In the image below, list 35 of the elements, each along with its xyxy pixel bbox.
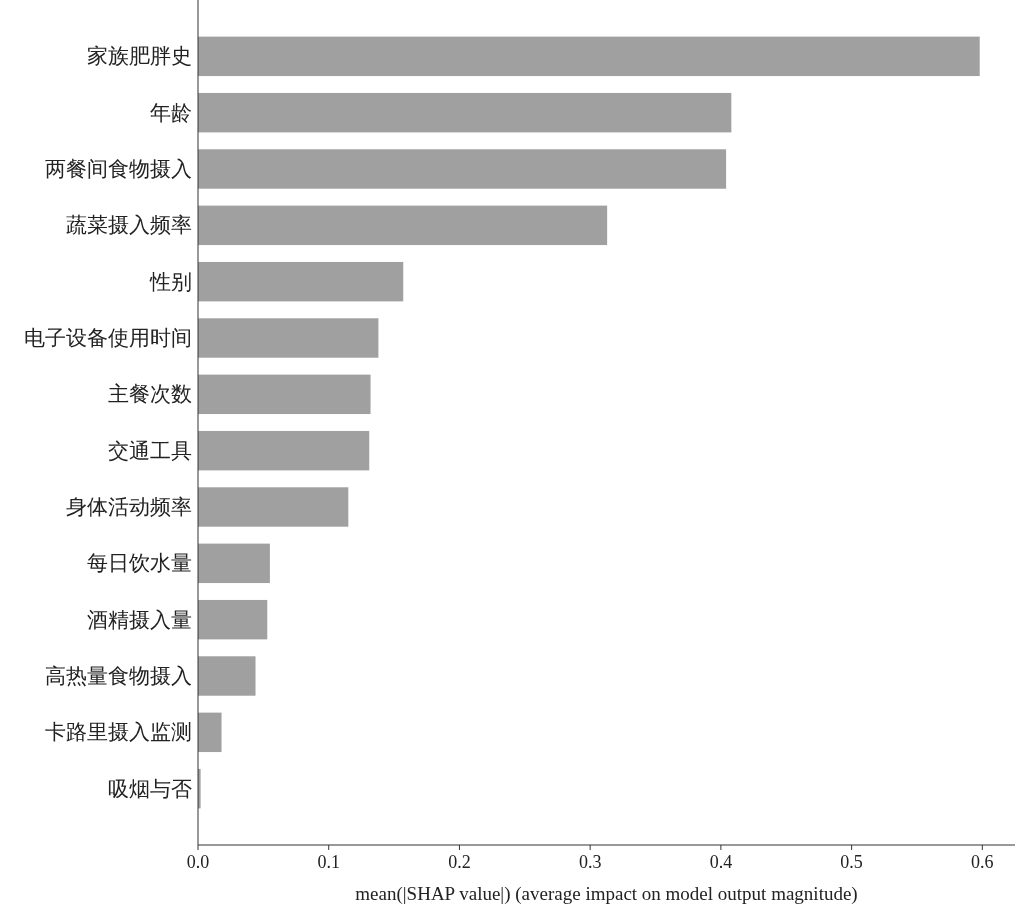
bar <box>198 149 727 189</box>
bar <box>198 487 349 527</box>
bar <box>198 712 222 753</box>
bar <box>198 92 732 133</box>
y-tick-label: 吸烟与否 <box>108 776 192 801</box>
y-tick-label: 电子设备使用时间 <box>24 326 192 350</box>
x-tick-label: 0.2 <box>448 852 471 872</box>
y-tick-label: 身体活动频率 <box>66 495 192 519</box>
x-axis-title: mean(|SHAP value|) (average impact on model output magnitude) <box>355 883 858 905</box>
x-tick-label: 0.4 <box>709 852 733 872</box>
y-tick-label: 卡路里摄入监测 <box>45 720 192 745</box>
x-tick-label: 0.1 <box>317 852 340 872</box>
y-tick-label: 两餐间食物摄入 <box>45 157 192 181</box>
bar <box>198 599 268 640</box>
y-tick-label: 高热量食物摄入 <box>45 664 192 688</box>
y-tick-label: 主餐次数 <box>108 382 192 407</box>
y-tick-label: 年龄 <box>150 100 192 125</box>
x-tick-label: 0.3 <box>578 852 602 872</box>
bar <box>198 374 371 415</box>
bar <box>198 430 370 471</box>
y-tick-label: 交通工具 <box>108 438 192 463</box>
y-tick-label: 家族肥胖史 <box>87 44 192 69</box>
bar <box>198 543 270 584</box>
x-tick-label: 0.0 <box>186 852 210 872</box>
y-tick-label: 酒精摄入量 <box>87 607 192 632</box>
y-tick-label: 性别 <box>149 269 192 294</box>
bar <box>198 36 980 77</box>
bar <box>198 656 256 696</box>
x-tick-label: 0.5 <box>840 852 863 872</box>
bar <box>198 261 404 302</box>
x-tick-label: 0.6 <box>971 852 994 872</box>
y-tick-label: 蔬菜摄入频率 <box>66 213 192 238</box>
y-tick-label: 每日饮水量 <box>87 551 192 576</box>
bar <box>198 205 608 246</box>
bar <box>198 318 379 358</box>
